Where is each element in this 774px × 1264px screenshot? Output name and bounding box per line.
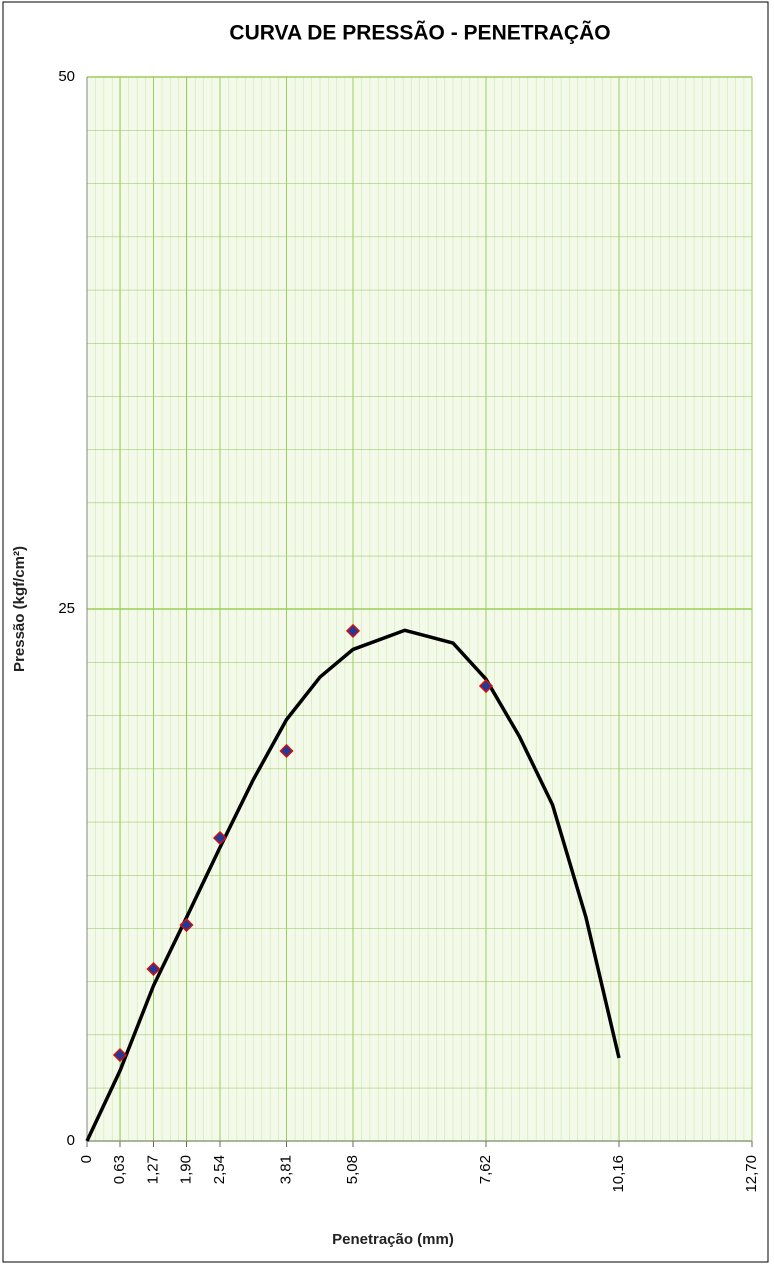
y-tick-label: 50 — [58, 68, 75, 85]
data-point — [112, 1047, 128, 1063]
x-tick-label: 0 — [78, 1155, 95, 1163]
x-tick-label: 1,27 — [144, 1155, 161, 1184]
chart-title: CURVA DE PRESSÃO - PENETRAÇÃO — [229, 22, 610, 45]
trend-line — [85, 628, 621, 1142]
data-point — [345, 623, 361, 638]
x-tick-label: 1,90 — [177, 1155, 194, 1184]
x-tick-label: 2,54 — [211, 1155, 228, 1184]
y-tick-label: 0 — [67, 1132, 75, 1149]
y-tick-label: 25 — [58, 600, 75, 617]
x-tick-label: 12,70 — [743, 1155, 760, 1193]
data-point — [146, 961, 161, 977]
x-tick-label: 7,62 — [477, 1155, 494, 1184]
data-point — [279, 743, 294, 758]
x-axis-title: Penetração (mm) — [332, 1231, 454, 1248]
x-tick-label: 10,16 — [610, 1155, 627, 1193]
x-tick-label: 3,81 — [277, 1155, 294, 1184]
data-point — [179, 917, 194, 933]
data-point — [212, 830, 228, 846]
data-point — [478, 678, 494, 694]
y-axis-title: Pressão (kgf/cm²) — [11, 546, 28, 672]
x-tick-label: 0,63 — [111, 1155, 128, 1184]
x-tick-label: 5,08 — [344, 1155, 361, 1184]
